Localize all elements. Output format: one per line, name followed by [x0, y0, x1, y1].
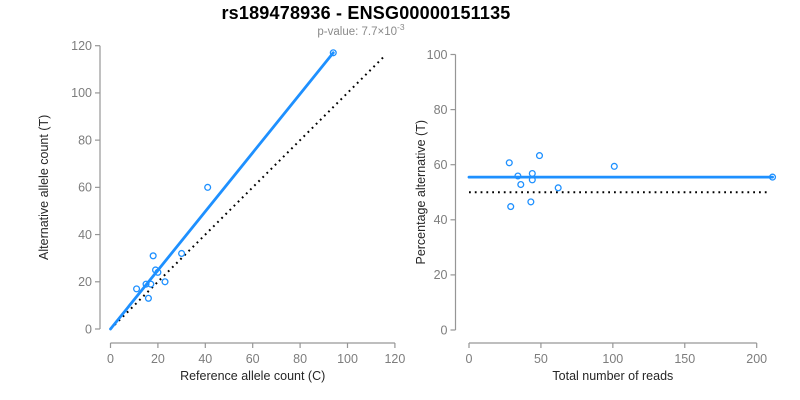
x-tick-label: 120 — [384, 352, 405, 366]
y-tick-label: 40 — [434, 213, 448, 227]
x-axis-title: Total number of reads — [552, 369, 673, 383]
x-tick-label: 60 — [246, 352, 260, 366]
y-tick-label: 60 — [434, 158, 448, 172]
y-tick-label: 40 — [78, 228, 92, 242]
y-axis-title: Percentage alternative (T) — [414, 120, 428, 265]
y-tick-label: 20 — [434, 268, 448, 282]
x-tick-label: 40 — [198, 352, 212, 366]
x-tick-label: 100 — [337, 352, 358, 366]
x-tick-label: 200 — [746, 352, 767, 366]
data-point — [514, 172, 522, 180]
data-point — [329, 49, 337, 57]
data-point — [149, 252, 157, 260]
y-tick-label: 100 — [71, 86, 92, 100]
data-point — [142, 280, 150, 288]
x-axis-title: Reference allele count (C) — [180, 369, 325, 383]
reference-line — [109, 54, 387, 330]
data-point — [161, 278, 169, 286]
y-tick-label: 20 — [78, 275, 92, 289]
x-tick-label: 80 — [293, 352, 307, 366]
data-point — [535, 152, 544, 160]
data-point — [505, 159, 513, 167]
data-point — [178, 249, 186, 258]
data-point — [144, 294, 152, 302]
data-point — [528, 176, 536, 184]
fit-line — [109, 51, 335, 331]
y-tick-label: 100 — [427, 48, 448, 62]
figure-subtitle: p-value: 7.7×10-3 — [0, 22, 722, 38]
allele-counts-scatter: 0 20 40 60 80 100 120 0 20 40 60 80 100 120 Reference … — [37, 39, 405, 383]
data-point — [147, 280, 155, 288]
data-point — [133, 285, 141, 293]
y-tick-label: 0 — [441, 323, 448, 337]
y-tick-label: 120 — [71, 39, 92, 53]
figure-title: rs189478936 - ENSG00000151135 — [221, 3, 511, 23]
x-tick-label: 0 — [107, 352, 114, 366]
percentage-vs-reads-scatter: 0 20 40 60 80 100 0 50 100 150 200 Total number of … — [414, 48, 777, 383]
y-tick-label: 80 — [78, 133, 92, 147]
data-point — [528, 169, 536, 178]
data-point — [768, 173, 777, 181]
y-tick-label: 80 — [434, 103, 448, 117]
data-point — [554, 184, 562, 192]
x-tick-label: 20 — [151, 352, 165, 366]
pvalue-times-sign: × — [377, 25, 385, 38]
data-point — [517, 180, 525, 189]
pvalue-text: p-value: 7.7 — [317, 25, 378, 38]
pvalue-base: 10 — [384, 25, 398, 38]
y-tick-label: 0 — [85, 322, 92, 336]
y-tick-label: 60 — [78, 181, 92, 195]
data-point — [204, 183, 212, 191]
data-point — [527, 198, 535, 206]
data-point — [507, 203, 515, 211]
data-point — [610, 162, 618, 170]
pvalue-exponent: -3 — [397, 22, 405, 32]
x-tick-label: 0 — [466, 352, 473, 366]
data-point — [154, 268, 162, 276]
x-tick-label: 150 — [674, 352, 695, 366]
x-tick-label: 50 — [534, 352, 548, 366]
y-axis-title: Alternative allele count (T) — [37, 115, 51, 260]
x-tick-label: 100 — [602, 352, 623, 366]
